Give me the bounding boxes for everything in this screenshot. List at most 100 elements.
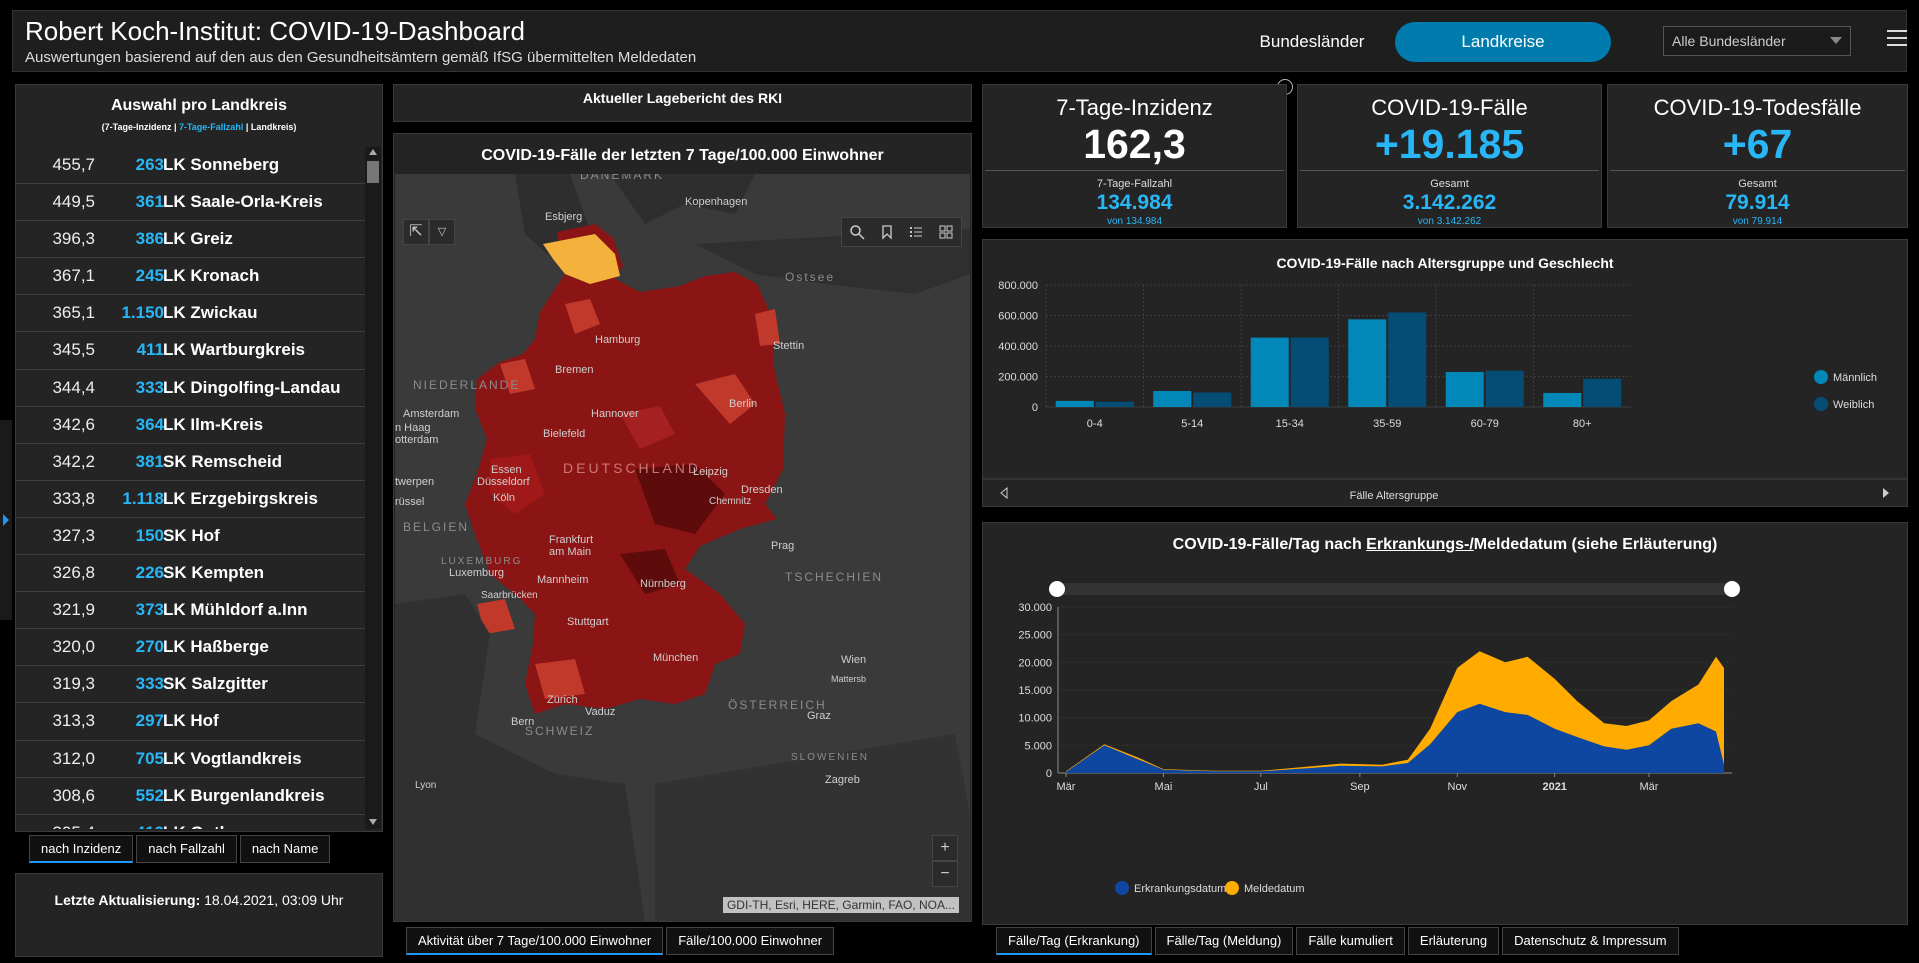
age-bar-female[interactable] xyxy=(1193,392,1232,407)
map-label-den-haag: n Haag xyxy=(395,422,431,434)
landkreise-button[interactable]: Landkreise xyxy=(1395,22,1611,62)
x-tick-label: Mär xyxy=(1057,781,1076,793)
zoom-in-button[interactable]: + xyxy=(932,835,958,861)
tab-nach-name[interactable]: nach Name xyxy=(239,835,331,863)
tab-nach-fallzahl[interactable]: nach Fallzahl xyxy=(136,835,237,863)
list-item[interactable]: 320,0 270 LK Haßberge xyxy=(16,629,366,667)
tab-faelle-tag-meldung[interactable]: Fälle/Tag (Meldung) xyxy=(1154,927,1294,955)
legend-meldung-label[interactable]: Meldedatum xyxy=(1244,883,1305,895)
lagebericht-link[interactable]: Aktueller Lagebericht des RKI xyxy=(582,90,783,106)
map-svg xyxy=(395,174,970,921)
zoom-out-button[interactable]: − xyxy=(932,861,958,887)
map-dropdown-icon[interactable]: ▽ xyxy=(429,219,455,245)
list-item-inz: 344,4 xyxy=(52,377,95,397)
scroll-down-icon[interactable] xyxy=(369,819,377,825)
list-item[interactable]: 396,3 386 LK Greiz xyxy=(16,221,366,259)
list-item[interactable]: 344,4 333 LK Dingolfing-Landau xyxy=(16,370,366,407)
age-bar-female[interactable] xyxy=(1095,401,1134,407)
germany-map[interactable]: DÄNEMARK Kopenhagen Esbjerg Ostsee Hambu… xyxy=(395,174,970,921)
age-bar-male[interactable] xyxy=(1543,392,1582,407)
kpi-faelle: COVID-19-Fälle +19.185 Gesamt 3.142.262 … xyxy=(1297,84,1602,228)
chevron-right-icon xyxy=(3,514,9,526)
list-item[interactable]: 342,2 381 SK Remscheid xyxy=(16,444,366,481)
age-bar-female[interactable] xyxy=(1583,378,1622,407)
age-bar-male[interactable] xyxy=(1055,400,1094,407)
lagebericht-panel[interactable]: Aktueller Lagebericht des RKI xyxy=(393,84,972,122)
age-bar-female[interactable] xyxy=(1290,337,1329,407)
age-chart-svg: 0 200.000 400.000 600.000 800.000 0-4 5-14 15-3… xyxy=(983,280,1907,502)
bookmark-icon[interactable] xyxy=(879,224,895,240)
area-erkrankung[interactable] xyxy=(1066,703,1724,773)
x-tick-label: 15-34 xyxy=(1276,418,1304,430)
range-slider-track[interactable] xyxy=(1058,583,1732,595)
tab-faelle-tag-erkrankung[interactable]: Fälle/Tag (Erkrankung) xyxy=(996,927,1152,955)
tab-datenschutz[interactable]: Datenschutz & Impressum xyxy=(1502,927,1679,955)
list-item[interactable]: 308,6 552 LK Burgenlandkreis xyxy=(16,778,366,815)
scroll-up-icon[interactable] xyxy=(369,149,377,155)
legend-erkrankung-label[interactable]: Erkrankungsdatum xyxy=(1134,883,1226,895)
list-item-name: LK Hof xyxy=(163,711,219,731)
list-item[interactable]: 333,8 1.118 LK Erzgebirgskreis xyxy=(16,481,366,518)
list-item[interactable]: 342,6 364 LK Ilm-Kreis xyxy=(16,407,366,444)
list-item-name: LK Burgenlandkreis xyxy=(163,785,325,805)
search-icon[interactable] xyxy=(849,224,865,240)
age-bar-male[interactable] xyxy=(1348,319,1387,407)
list-sort-tabs: nach Inzidenz nach Fallzahl nach Name xyxy=(29,835,331,863)
map-label-frankfurt: Frankfurt xyxy=(549,534,594,546)
list-item[interactable]: 365,1 1.150 LK Zwickau xyxy=(16,295,366,333)
list-item-inz: 319,3 xyxy=(52,674,95,694)
range-slider-start-handle[interactable] xyxy=(1049,581,1065,597)
list-item[interactable]: 327,3 150 SK Hof xyxy=(16,518,366,556)
list-item[interactable]: 313,3 297 LK Hof xyxy=(16,703,366,741)
map-label-chemnitz: Chemnitz xyxy=(709,496,752,507)
tab-aktivitaet[interactable]: Aktivität über 7 Tage/100.000 Einwohner xyxy=(406,927,664,955)
landkreis-list[interactable]: 455,7 263 LK Sonneberg 449,5 361 LK Saale-Orl… xyxy=(16,147,366,829)
age-bar-female[interactable] xyxy=(1388,312,1427,407)
app-title: Robert Koch-Institut: COVID-19-Dashboard xyxy=(25,16,525,46)
tab-nach-inzidenz[interactable]: nach Inzidenz xyxy=(29,835,134,863)
list-item[interactable]: 321,9 373 LK Mühldorf a.Inn xyxy=(16,592,366,630)
scrollbar-thumb[interactable] xyxy=(367,161,379,183)
age-bar-male[interactable] xyxy=(1250,337,1289,407)
map-label-am-main: am Main xyxy=(549,546,592,558)
basemap-gallery-icon[interactable] xyxy=(938,224,954,240)
map-select-icon[interactable]: ⇱ xyxy=(403,219,429,245)
list-item-fall: 226 xyxy=(135,563,164,583)
hamburger-menu-icon[interactable] xyxy=(1887,30,1907,46)
list-item[interactable]: 367,1 245 LK Kronach xyxy=(16,258,366,296)
list-item-name: LK Erzgebirgskreis xyxy=(163,488,318,508)
map-label-essen: Essen xyxy=(491,464,522,476)
list-item-fall: 297 xyxy=(135,711,164,731)
list-item[interactable]: 345,5 411 LK Wartburgkreis xyxy=(16,332,366,370)
bundesland-select[interactable]: Alle Bundesländer xyxy=(1663,26,1851,56)
chevron-left-icon[interactable] xyxy=(1000,486,1008,500)
legend-male-label[interactable]: Männlich xyxy=(1833,372,1877,384)
y-tick-label: 200.000 xyxy=(998,372,1038,384)
header: Robert Koch-Institut: COVID-19-Dashboard… xyxy=(12,10,1907,72)
list-item[interactable]: 455,7 263 LK Sonneberg xyxy=(16,147,366,185)
kpi-title: COVID-19-Todesfälle xyxy=(1653,95,1862,120)
age-bar-male[interactable] xyxy=(1445,371,1484,407)
tab-erlaeuterung[interactable]: Erläuterung xyxy=(1407,927,1500,955)
legend-list-icon[interactable] xyxy=(908,224,924,240)
side-toggle[interactable] xyxy=(0,420,12,620)
legend-female-label[interactable]: Weiblich xyxy=(1833,399,1874,411)
age-bar-female[interactable] xyxy=(1485,370,1524,407)
list-item[interactable]: 312,0 705 LK Vogtlandkreis xyxy=(16,741,366,778)
chevron-right-icon[interactable] xyxy=(1883,488,1889,498)
list-item-inz: 321,9 xyxy=(52,600,95,620)
range-slider-end-handle[interactable] xyxy=(1724,581,1740,597)
age-bar-male[interactable] xyxy=(1153,390,1192,407)
tab-faelle-pro-100k[interactable]: Fälle/100.000 Einwohner xyxy=(666,927,835,955)
list-item[interactable]: 305,4412LK Gotha xyxy=(16,815,366,829)
map-label-daenemark: DÄNEMARK xyxy=(580,174,665,182)
list-scrollbar[interactable] xyxy=(365,147,381,829)
kpi-value: 162,3 xyxy=(1083,121,1186,167)
list-item[interactable]: 449,5 361 LK Saale-Orla-Kreis xyxy=(16,184,366,222)
map-label-stettin: Stettin xyxy=(773,340,805,352)
list-item[interactable]: 319,3 333 SK Salzgitter xyxy=(16,666,366,704)
tab-faelle-kumuliert[interactable]: Fälle kumuliert xyxy=(1296,927,1405,955)
bundeslaender-button[interactable]: Bundesländer xyxy=(1259,32,1365,51)
list-item[interactable]: 326,8 226 SK Kempten xyxy=(16,555,366,593)
y-tick-label: 15.000 xyxy=(1018,685,1052,697)
